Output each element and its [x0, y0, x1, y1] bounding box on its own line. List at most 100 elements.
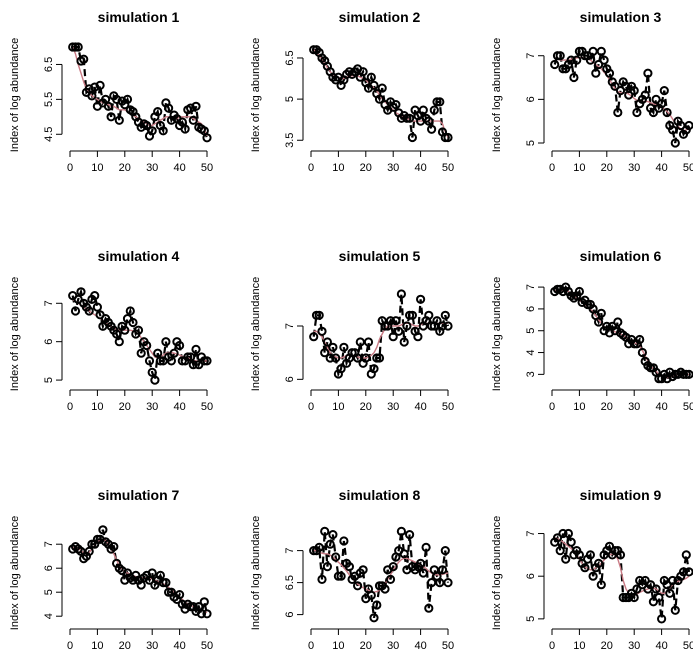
y-tick-label: 7: [525, 284, 537, 290]
x-tick-label: 0: [67, 640, 73, 652]
data-point: [147, 568, 157, 578]
x-tick-label: 10: [91, 640, 103, 652]
data-point: [186, 352, 196, 362]
x-tick-label: 20: [601, 640, 613, 652]
x-tick-label: 20: [360, 162, 372, 174]
x-tick-label: 0: [308, 162, 314, 174]
x-tick-label: 20: [119, 162, 131, 174]
data-point: [84, 306, 94, 316]
x-tick-label: 30: [387, 640, 399, 652]
x-tick-label: 40: [655, 401, 667, 413]
data-point: [322, 337, 332, 347]
data-point: [150, 375, 160, 385]
data-point: [566, 55, 576, 65]
x-tick-label: 50: [683, 162, 693, 174]
data-point: [443, 132, 453, 143]
data-point: [161, 578, 171, 588]
data-point: [164, 103, 174, 113]
x-tick-label: 30: [387, 401, 399, 413]
data-point: [309, 332, 319, 342]
x-tick-label: 50: [442, 401, 454, 413]
data-point: [161, 337, 171, 347]
data-point: [574, 286, 585, 297]
y-tick-label: 6: [284, 376, 296, 382]
data-point: [629, 592, 639, 603]
data-point: [79, 54, 89, 64]
x-tick-label: 20: [119, 640, 131, 652]
data-point: [202, 356, 212, 366]
data-point: [136, 348, 146, 358]
data-point: [563, 528, 574, 539]
data-point: [320, 526, 330, 537]
data-point: [142, 120, 152, 131]
y-tick-label: 5: [525, 616, 537, 622]
data-point: [358, 67, 368, 77]
data-point: [555, 51, 565, 61]
data-point: [175, 590, 185, 600]
data-point: [95, 80, 105, 91]
x-tick-label: 0: [67, 401, 73, 413]
data-point: [635, 334, 645, 345]
data-point: [369, 613, 379, 623]
data-point: [344, 562, 354, 572]
y-tick-label: 7: [284, 548, 296, 554]
data-point: [604, 68, 615, 78]
data-point: [147, 126, 157, 136]
y-tick-label: 6: [525, 573, 537, 579]
chart-title: simulation 2: [339, 9, 421, 25]
data-point: [366, 72, 376, 82]
fitted-series-line: [554, 289, 689, 379]
data-point: [594, 317, 604, 327]
panel-simulation-1: simulation 1 Index of log abundance 0 10 20 3…: [9, 9, 213, 174]
x-tick-label: 40: [655, 162, 667, 174]
data-point: [339, 536, 349, 546]
panel-simulation-6: simulation 6 Index of log abundance 0 10 20 3…: [491, 248, 693, 413]
x-tick-label: 40: [414, 401, 426, 413]
data-point: [421, 542, 431, 553]
data-point: [103, 101, 114, 111]
data-point: [191, 101, 201, 111]
x-tick-label: 30: [628, 640, 640, 652]
data-point: [643, 68, 653, 78]
data-point: [621, 81, 631, 91]
data-point: [596, 46, 606, 57]
y-tick-label: 5: [525, 140, 537, 146]
chart-title: simulation 8: [339, 487, 421, 503]
data-point: [580, 563, 590, 573]
y-tick-label: 4: [43, 613, 55, 619]
x-tick-label: 50: [201, 162, 213, 174]
data-point: [158, 126, 168, 136]
chart-title: simulation 6: [580, 248, 662, 264]
data-point: [657, 614, 667, 624]
data-point: [191, 344, 201, 354]
data-point: [596, 580, 606, 590]
y-axis-label: Index of log abundance: [491, 516, 503, 630]
data-point: [98, 525, 108, 535]
data-point: [418, 568, 428, 578]
x-tick-label: 0: [549, 640, 555, 652]
data-point: [574, 550, 585, 560]
data-point: [128, 317, 138, 328]
data-point: [114, 115, 124, 125]
data-point: [632, 107, 642, 118]
x-tick-label: 40: [414, 640, 426, 652]
data-point: [142, 340, 152, 351]
data-point: [396, 289, 406, 299]
data-point: [561, 554, 571, 564]
data-point: [202, 609, 212, 619]
y-tick-label: 6.5: [284, 575, 296, 590]
x-tick-label: 0: [67, 162, 73, 174]
data-point: [325, 353, 335, 363]
y-axis-label: Index of log abundance: [9, 277, 21, 391]
data-point: [670, 138, 680, 148]
data-point: [427, 124, 437, 134]
y-tick-label: 6: [43, 339, 55, 345]
y-tick-label: 5: [525, 328, 537, 334]
data-point: [394, 326, 404, 336]
data-point: [572, 55, 582, 65]
data-point: [646, 580, 656, 590]
fitted-series-line: [554, 56, 690, 132]
panel-simulation-5: simulation 5 Index of log abundance 0 10 20 3…: [250, 248, 454, 413]
data-point: [325, 539, 335, 549]
y-tick-label: 5: [43, 589, 55, 595]
